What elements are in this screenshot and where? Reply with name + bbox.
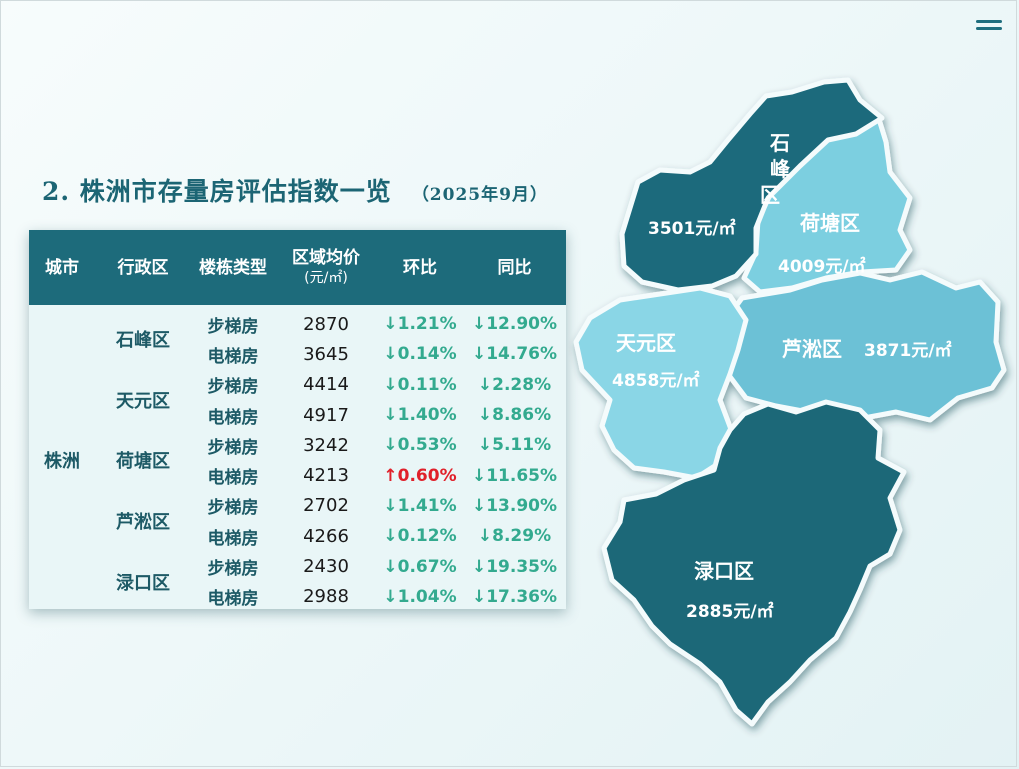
header-yoy: 同比 [497, 257, 532, 278]
table-row: 株洲 石峰区 步梯房 2870 ↓1.21% ↓12.90% [29, 305, 566, 473]
cell-avg-price: 2702 [303, 495, 349, 517]
cell-mom-change: ↓0.12% [383, 526, 457, 547]
hamburger-menu-icon[interactable] [976, 20, 1002, 34]
map-label-lukou: 渌口区 [694, 559, 754, 583]
cell-mom-change: ↓0.53% [383, 435, 457, 456]
cell-avg-price: 3242 [303, 434, 349, 456]
table-row: 荷塘区 步梯房 3242 ↓0.53% ↓5.11% [29, 430, 566, 473]
price-index-table-card: 城市 行政区 楼栋类型 区域均价 (元/㎡) 环比 同比 株洲 石峰区 步梯房 2870… [29, 230, 566, 609]
cell-yoy-change: ↓11.65% [471, 465, 558, 486]
district-map: 石 峰 区 3501元/㎡ 荷塘区 4009元/㎡ 天元区 4858元/㎡ 芦淞… [560, 70, 1019, 750]
map-region-shifeng[interactable] [619, 77, 885, 293]
cell-avg-price: 4917 [303, 404, 349, 426]
cell-yoy-change: ↓17.36% [471, 586, 558, 607]
map-price-tianyuan: 4858元/㎡ [612, 370, 700, 391]
header-district: 行政区 [117, 257, 169, 278]
cell-building-type: 电梯房 [207, 528, 259, 549]
map-price-hetang: 4009元/㎡ [778, 256, 866, 277]
cell-district: 天元区 [116, 390, 170, 412]
cell-building-type: 电梯房 [207, 407, 259, 428]
cell-yoy-change: ↓2.28% [477, 374, 552, 395]
header-avg-price-label: 区域均价 [292, 247, 360, 268]
cell-avg-price: 4266 [303, 525, 349, 547]
cell-yoy-change: ↓12.90% [471, 314, 558, 335]
title-date: （2025年9月） [411, 185, 548, 205]
title-text: 2. 株洲市存量房评估指数一览 [42, 177, 392, 206]
cell-building-type: 步梯房 [207, 316, 259, 337]
table-row: 电梯房 4266 ↓0.12% ↓8.29% [29, 521, 566, 551]
cell-avg-price: 4213 [303, 465, 349, 487]
map-price-shifeng: 3501元/㎡ [648, 218, 736, 239]
cell-mom-change: ↓0.67% [383, 556, 457, 577]
cell-building-type: 电梯房 [207, 468, 259, 489]
cell-yoy-change: ↓8.86% [477, 405, 552, 426]
table-row: 电梯房 4917 ↓1.40% ↓8.86% [29, 400, 566, 430]
map-label-lusong: 芦淞区 [782, 337, 842, 361]
cell-building-type: 步梯房 [207, 559, 259, 580]
cell-avg-price: 2870 [303, 313, 349, 335]
map-label-tianyuan: 天元区 [616, 331, 676, 355]
page-title: 2. 株洲市存量房评估指数一览 （2025年9月） [42, 172, 548, 208]
cell-building-type: 电梯房 [207, 346, 259, 367]
table-row: 芦淞区 步梯房 2702 ↓1.41% ↓13.90% [29, 491, 566, 533]
cell-mom-change: ↓1.41% [383, 495, 457, 516]
table-row: 电梯房 3645 ↓0.14% ↓14.76% [29, 339, 566, 369]
map-region-lukou[interactable] [601, 399, 907, 727]
cell-yoy-change: ↓13.90% [471, 495, 558, 516]
header-building-type: 楼栋类型 [199, 257, 267, 278]
cell-building-type: 步梯房 [207, 498, 259, 519]
cell-district: 芦淞区 [116, 512, 170, 534]
cell-mom-change: ↓1.21% [383, 314, 457, 335]
cell-mom-change: ↓1.04% [383, 586, 457, 607]
cell-mom-change: ↓1.40% [383, 405, 457, 426]
map-label-shifeng-2: 峰 [770, 157, 790, 181]
cell-avg-price: 2988 [303, 586, 349, 608]
header-price-unit: (元/㎡) [304, 269, 348, 286]
cell-avg-price: 3645 [303, 343, 349, 365]
cell-building-type: 步梯房 [207, 437, 259, 458]
header-city: 城市 [45, 257, 79, 278]
map-price-lukou: 2885元/㎡ [686, 601, 774, 622]
cell-mom-change: ↓0.11% [383, 374, 457, 395]
map-region-lusong[interactable] [719, 269, 1007, 423]
cell-yoy-change: ↓5.11% [477, 435, 552, 456]
cell-mom-change: ↓0.14% [383, 344, 457, 365]
cell-district: 渌口区 [116, 572, 170, 594]
header-mom: 环比 [403, 257, 437, 278]
cell-mom-change: ↑0.60% [383, 465, 457, 486]
table-row: 渌口区 步梯房 2430 ↓0.67% ↓19.35% [29, 551, 566, 594]
cell-district: 石峰区 [116, 330, 170, 352]
cell-district: 荷塘区 [116, 451, 170, 473]
cell-yoy-change: ↓8.29% [477, 526, 552, 547]
cell-building-type: 步梯房 [207, 377, 259, 398]
cell-avg-price: 2430 [303, 556, 349, 578]
table-row: 天元区 步梯房 4414 ↓0.11% ↓2.28% [29, 370, 566, 412]
district-map-svg: 石 峰 区 3501元/㎡ 荷塘区 4009元/㎡ 天元区 4858元/㎡ 芦淞… [573, 77, 1007, 727]
map-label-hetang: 荷塘区 [800, 211, 860, 235]
cell-building-type: 电梯房 [207, 589, 259, 610]
cell-city: 株洲 [44, 451, 80, 473]
table-header-row: 城市 行政区 楼栋类型 区域均价 (元/㎡) 环比 同比 [29, 230, 566, 305]
map-label-shifeng-3: 区 [760, 183, 780, 207]
cell-yoy-change: ↓19.35% [471, 556, 558, 577]
header-avg-price: 区域均价 (元/㎡) [275, 230, 377, 305]
cell-avg-price: 4414 [303, 374, 349, 396]
table-row: 电梯房 4213 ↑0.60% ↓11.65% [29, 460, 566, 490]
map-label-shifeng-1: 石 [769, 131, 790, 155]
cell-yoy-change: ↓14.76% [471, 344, 558, 365]
table-row: 电梯房 2988 ↓1.04% ↓17.36% [29, 582, 566, 612]
price-index-table: 城市 行政区 楼栋类型 区域均价 (元/㎡) 环比 同比 株洲 石峰区 步梯房 2870… [29, 230, 566, 612]
map-price-lusong: 3871元/㎡ [864, 340, 952, 361]
